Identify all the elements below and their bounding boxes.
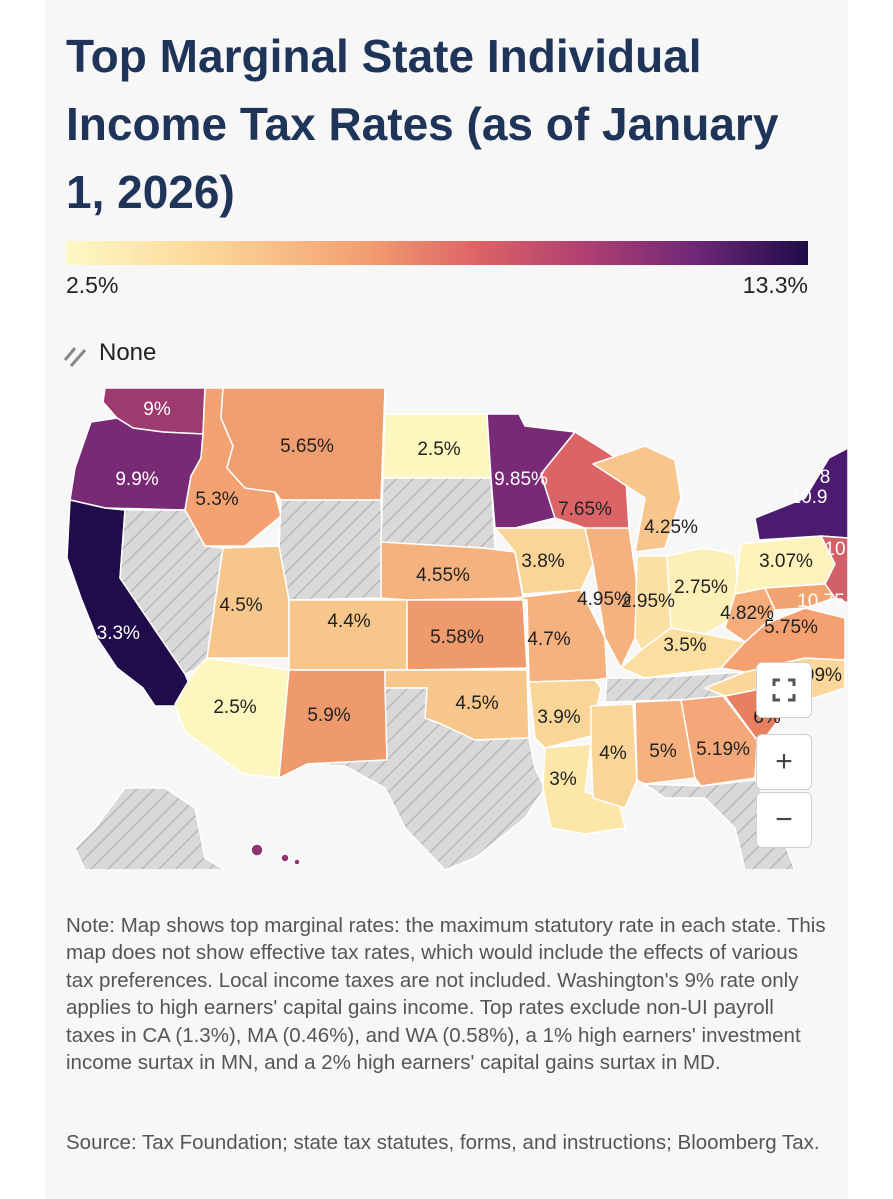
state-tx[interactable]: [306, 687, 546, 870]
state-mo[interactable]: [514, 589, 608, 683]
fullscreen-button[interactable]: [756, 662, 812, 718]
no-tax-legend: None: [63, 338, 156, 368]
map-card: Top Marginal State Individual Income Tax…: [45, 0, 848, 1199]
label-or: 9.9%: [115, 469, 158, 490]
state-mt[interactable]: [220, 388, 386, 501]
zoom-in-button[interactable]: +: [756, 734, 812, 790]
hatch-swatch-icon: [63, 347, 87, 367]
label-ia: 3.8%: [521, 551, 564, 572]
label-co: 4.4%: [327, 611, 370, 632]
fullscreen-icon: [772, 678, 796, 702]
label-ms: 4%: [599, 743, 627, 764]
state-al[interactable]: [634, 699, 696, 785]
label-mi: 4.25%: [644, 517, 698, 538]
state-mi[interactable]: [592, 445, 682, 553]
label-pa: 3.07%: [759, 551, 813, 572]
label-mt: 5.65%: [280, 436, 334, 457]
label-wv: 4.82%: [720, 603, 774, 624]
label-wi: 7.65%: [558, 499, 612, 520]
label-mo: 4.7%: [527, 629, 570, 650]
state-ak[interactable]: [74, 787, 226, 870]
label-ca: 13.3%: [86, 623, 140, 644]
label-ok: 4.5%: [455, 693, 498, 714]
us-map[interactable]: 9% 9.9% 13.3% 5.3% 5.65% 2.5% 9.85% 7.65…: [45, 388, 848, 870]
state-ks[interactable]: [406, 599, 528, 671]
label-in: 2.95%: [621, 591, 675, 612]
label-ne: 4.55%: [416, 565, 470, 586]
label-la: 3%: [549, 769, 577, 790]
label-nm: 5.9%: [307, 705, 350, 726]
label-mn: 9.85%: [494, 469, 548, 490]
label-ar: 3.9%: [537, 707, 580, 728]
label-al: 5%: [649, 741, 677, 762]
state-hi-small[interactable]: [280, 853, 290, 863]
no-tax-label: None: [99, 339, 157, 366]
label-ct: 10: [824, 539, 845, 560]
state-rate-labels: 9% 9.9% 13.3% 5.3% 5.65% 2.5% 9.85% 7.65…: [86, 399, 846, 790]
label-oh: 2.75%: [674, 577, 728, 598]
state-ms[interactable]: [590, 703, 638, 809]
zoom-out-button[interactable]: −: [756, 792, 812, 848]
label-va: 5.75%: [764, 617, 818, 638]
state-wy[interactable]: [278, 499, 386, 601]
label-nj: 10.75: [797, 591, 845, 612]
label-ny: 10.9: [791, 487, 828, 508]
state-la[interactable]: [542, 743, 626, 835]
state-ia[interactable]: [494, 527, 594, 595]
map-note: Note: Map shows top marginal rates: the …: [66, 914, 826, 1075]
legend-max-label: 13.3%: [742, 272, 808, 298]
state-il[interactable]: [584, 527, 638, 669]
label-nd: 2.5%: [417, 439, 460, 460]
map-source: Source: Tax Foundation; state tax statut…: [66, 1131, 820, 1154]
label-az: 2.5%: [213, 697, 256, 718]
label-ky: 3.5%: [663, 635, 706, 656]
label-id: 5.3%: [195, 489, 238, 510]
color-scale-bar: [66, 241, 808, 265]
label-ks: 5.58%: [430, 627, 484, 648]
state-ky[interactable]: [620, 627, 746, 679]
legend-min-label: 2.5%: [66, 272, 119, 298]
state-hi-big[interactable]: [250, 843, 264, 857]
label-ny-top: 8: [820, 467, 831, 488]
state-ny[interactable]: [754, 447, 848, 541]
label-ut: 4.5%: [219, 595, 262, 616]
label-ga: 5.19%: [696, 739, 750, 760]
state-az[interactable]: [174, 657, 290, 779]
state-hi-tiny[interactable]: [293, 858, 301, 866]
label-wa: 9%: [143, 399, 171, 420]
map-title: Top Marginal State Individual Income Tax…: [66, 30, 779, 218]
state-md[interactable]: [764, 583, 836, 611]
label-il: 4.95%: [577, 589, 631, 610]
